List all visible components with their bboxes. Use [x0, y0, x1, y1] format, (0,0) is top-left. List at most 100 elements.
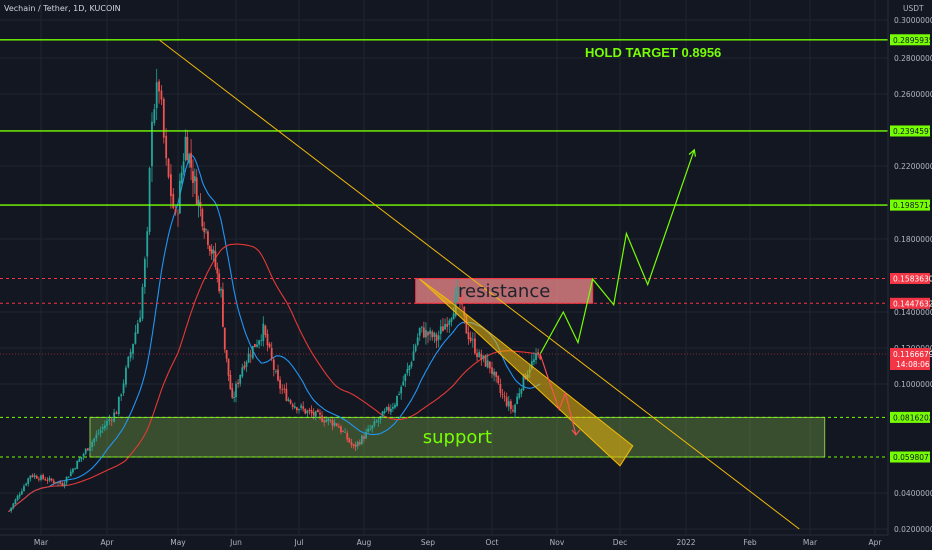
currency-label: USDT [903, 4, 924, 13]
candle-body [91, 441, 93, 448]
candle-body [190, 152, 192, 168]
descending-channel [419, 278, 634, 467]
candle-body [237, 382, 239, 385]
candle-body [63, 483, 66, 487]
level-tag-6 [890, 451, 930, 463]
candle-body [275, 371, 277, 373]
candle-body [514, 404, 516, 413]
candle-body [456, 285, 459, 295]
candle-body [177, 213, 179, 215]
level-tag-label-1: 0.2394597 [893, 127, 932, 136]
candle-body [493, 371, 495, 376]
candle-body [425, 330, 427, 338]
x-tick-label-8: Nov [550, 538, 565, 547]
candle-body [344, 432, 347, 433]
moving-averages [8, 154, 541, 512]
candle-body [310, 410, 313, 414]
candle-body [264, 325, 267, 335]
candle-body [323, 420, 326, 423]
candle-body [321, 415, 323, 422]
candle-body [139, 317, 142, 323]
ma-blue-line [8, 154, 541, 512]
candle-body [377, 420, 380, 422]
y-tick-label-8: 0.0400000 [894, 489, 932, 498]
candle-body [251, 345, 254, 359]
y-tick-label-7: 0.1000000 [894, 380, 932, 389]
candle-body [285, 388, 288, 401]
countdown-label: 14:08:06 [896, 360, 930, 369]
candle-body [420, 326, 423, 328]
candle-body [101, 427, 104, 430]
y-tick-label-4: 0.1800000 [894, 235, 932, 244]
candle-body [42, 474, 45, 479]
candle-body [501, 393, 504, 395]
y-tick-label-5: 0.1400000 [894, 308, 932, 317]
level-tag-0 [890, 34, 930, 46]
candle-body [178, 180, 181, 214]
candle-body [268, 343, 271, 348]
level-tag-4 [890, 297, 930, 309]
candle-body [454, 293, 457, 316]
x-tick-label-11: Feb [743, 538, 757, 547]
candle-body [503, 395, 506, 397]
y-tick-label-0: 0.3000000 [894, 16, 932, 25]
candle-body [537, 352, 540, 354]
candle-body [398, 394, 400, 395]
candle-body [266, 333, 269, 346]
candle-body [10, 507, 13, 512]
candle-body [203, 227, 206, 233]
x-tick-label-2: May [170, 538, 186, 547]
level-tag-label-0: 0.2895935 [893, 36, 932, 45]
candle-body [433, 332, 436, 337]
candle-body [518, 393, 521, 398]
bullish-projection-arrowhead [688, 148, 696, 157]
candle-body [216, 267, 219, 274]
candle-body [406, 369, 409, 374]
y-tick-label-1: 0.2800000 [894, 54, 932, 63]
x-tick-label-4: Jul [293, 538, 303, 547]
candle-body [293, 406, 296, 409]
candle-body [192, 171, 194, 183]
candle-body [342, 431, 344, 432]
candle-body [499, 383, 502, 393]
candle-body [369, 428, 372, 430]
candle-body [76, 460, 79, 470]
candle-body [371, 425, 374, 429]
candle-body [184, 136, 187, 161]
candle-body [235, 383, 237, 398]
x-tick-label-1: Apr [101, 538, 115, 547]
drawings-layer [158, 39, 800, 530]
candle-body [40, 475, 42, 480]
candle-body [450, 318, 453, 322]
candle-body [143, 259, 146, 288]
bearish-projection-arrowhead [571, 429, 581, 436]
candle-body [270, 347, 273, 359]
candle-body [69, 471, 72, 477]
candle-body [46, 479, 49, 481]
candle-body [533, 359, 535, 363]
candle-body [482, 355, 485, 359]
price-axis[interactable]: 0.3000000 0.2800000 0.2600000 0.2200000 0.18… [0, 0, 932, 535]
candle-body [272, 359, 275, 370]
candle-body [385, 407, 388, 411]
candle-body [241, 367, 244, 377]
candle-body [86, 448, 89, 451]
candle-body [210, 249, 213, 254]
candle-body [115, 412, 118, 415]
level-tag-1 [890, 125, 930, 137]
candle-body [205, 229, 207, 231]
candle-body [103, 425, 106, 429]
candle-body [214, 251, 217, 268]
x-tick-label-7: Oct [486, 538, 499, 547]
candle-body [291, 404, 294, 407]
candle-body [281, 389, 284, 391]
candle-body [80, 456, 83, 460]
candle-body [354, 444, 357, 447]
candle-body [35, 475, 38, 479]
candle-body [23, 486, 25, 492]
hold-target-annotation: HOLD TARGET 0.8956 [585, 45, 721, 60]
time-axis[interactable]: Mar Apr May Jun Jul Aug Sep Oct Nov Dec 2022 Feb Mar… [0, 534, 888, 547]
candle-body [471, 339, 474, 341]
candle-body [197, 199, 200, 206]
